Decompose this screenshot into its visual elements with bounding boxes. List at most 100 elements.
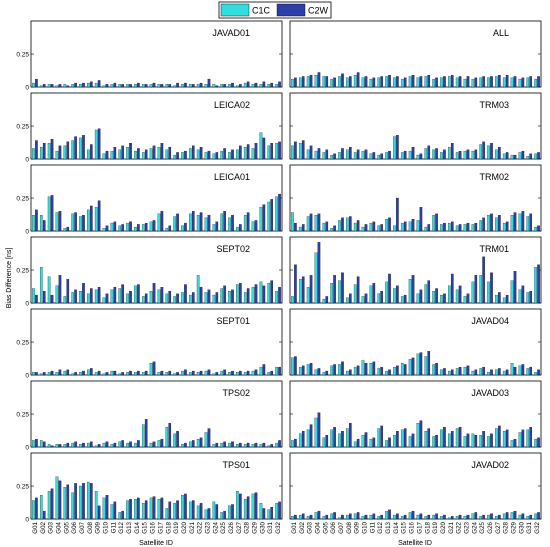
bar-c2w-g10 <box>364 293 368 304</box>
bar-c1c-g20 <box>440 77 443 88</box>
bar-c1c-g04 <box>314 74 318 88</box>
bar-c1c-g13 <box>126 293 129 304</box>
bar-c1c-g16 <box>408 436 412 448</box>
bar-c1c-g21 <box>448 433 451 448</box>
bar-c2w-g05 <box>325 149 329 160</box>
bar-c1c-g19 <box>432 290 435 304</box>
bar-c2w-g02 <box>301 431 305 448</box>
bar-c1c-g24 <box>212 294 216 304</box>
bar-c1c-g23 <box>463 224 467 232</box>
y-tick-label: 0 <box>25 84 29 91</box>
x-tick-label: G28 <box>244 521 251 533</box>
x-tick-label: G32 <box>534 521 541 533</box>
bar-c2w-g18 <box>168 423 172 448</box>
bar-c2w-g25 <box>223 84 226 88</box>
x-tick-label: G12 <box>118 521 125 533</box>
x-tick-label: G07 <box>79 521 86 533</box>
bar-c1c-g26 <box>228 84 231 88</box>
bar-c1c-g12 <box>118 149 122 160</box>
bar-c1c-g10 <box>102 442 106 448</box>
bar-c1c-g11 <box>110 150 114 160</box>
bar-c2w-g28 <box>246 81 250 88</box>
panel-title: JAVAD03 <box>471 388 509 398</box>
bar-c2w-g21 <box>191 211 195 232</box>
bar-c2w-g14 <box>396 76 399 88</box>
bar-c1c-g12 <box>377 225 381 232</box>
bar-c2w-g20 <box>184 82 187 88</box>
bar-c1c-g02 <box>298 226 302 232</box>
bar-c1c-g30 <box>259 132 263 160</box>
bar-c2w-g15 <box>144 293 148 304</box>
bar-c1c-g29 <box>251 493 255 520</box>
panel-title: ALL <box>493 28 509 38</box>
bar-c1c-g30 <box>518 514 522 520</box>
bar-c2w-g25 <box>482 141 485 160</box>
bar-c2w-g08 <box>349 146 352 160</box>
bar-c2w-g10 <box>105 372 109 376</box>
bar-c2w-g15 <box>403 428 407 448</box>
x-tick-label: G15 <box>142 521 149 533</box>
bar-c2w-g03 <box>309 74 313 88</box>
bar-c1c-g21 <box>448 370 451 376</box>
bar-c2w-g25 <box>223 510 226 520</box>
bar-c1c-g03 <box>47 372 51 376</box>
bar-c2w-g05 <box>66 85 70 88</box>
bar-c2w-g09 <box>356 512 360 520</box>
bar-c2w-g05 <box>66 369 70 376</box>
bar-c2w-g08 <box>90 81 93 88</box>
bar-c1c-g18 <box>424 226 428 232</box>
bar-c2w-g07 <box>82 370 85 376</box>
bar-c1c-g12 <box>118 441 122 448</box>
bar-c2w-g21 <box>191 84 195 88</box>
bar-c2w-g08 <box>90 483 93 520</box>
bar-c2w-g08 <box>349 76 352 88</box>
bar-c1c-g32 <box>275 196 278 232</box>
y-axis-label: Bias Difference [ns] <box>6 248 13 309</box>
bar-c1c-g25 <box>479 77 482 88</box>
bar-c2w-g27 <box>239 493 242 520</box>
bar-c2w-g10 <box>105 495 109 520</box>
bar-c2w-g21 <box>450 516 454 520</box>
x-tick-label: G05 <box>322 521 329 533</box>
panel-tps02: 0 0.25 TPS02 <box>16 380 283 451</box>
bar-c1c-g23 <box>463 516 467 520</box>
bar-c1c-g25 <box>220 213 223 232</box>
bar-c1c-g20 <box>181 225 184 232</box>
bar-c2w-g20 <box>184 284 187 304</box>
bar-c2w-g21 <box>191 500 195 520</box>
bar-c1c-g12 <box>118 288 122 304</box>
panel-title: TPS01 <box>222 460 250 470</box>
bar-c1c-g14 <box>393 434 396 448</box>
bar-c2w-g15 <box>144 419 148 448</box>
bar-c2w-g01 <box>35 372 38 376</box>
y-tick-label: 0.25 <box>16 195 29 202</box>
bar-c1c-g03 <box>306 287 310 304</box>
bar-c1c-g18 <box>165 508 169 520</box>
bar-c1c-g32 <box>534 267 537 304</box>
bar-c2w-g14 <box>137 82 140 88</box>
bar-c1c-g27 <box>236 284 239 304</box>
bar-c2w-g32 <box>537 76 540 88</box>
bar-c1c-g21 <box>189 372 192 376</box>
bar-c2w-g24 <box>474 222 478 232</box>
bar-c1c-g15 <box>141 152 145 160</box>
bar-c1c-g19 <box>432 215 435 232</box>
bar-c2w-g07 <box>82 283 85 304</box>
bar-c2w-g22 <box>199 82 203 88</box>
bar-c2w-g24 <box>474 512 478 520</box>
bar-c1c-g11 <box>369 222 373 232</box>
bar-c1c-g26 <box>228 152 231 160</box>
bar-c1c-g15 <box>400 152 404 160</box>
bar-c2w-g03 <box>309 514 313 520</box>
bar-c1c-g04 <box>314 417 318 448</box>
bar-c2w-g25 <box>223 369 226 376</box>
bar-c2w-g26 <box>490 433 493 448</box>
bar-c1c-g19 <box>173 85 176 88</box>
bar-c2w-g31 <box>270 444 274 448</box>
bar-c1c-g25 <box>220 370 223 376</box>
x-tick-label: G24 <box>212 521 219 533</box>
bar-c2w-g13 <box>388 217 391 232</box>
bar-c2w-g31 <box>529 290 533 304</box>
bar-c1c-g23 <box>204 217 208 232</box>
bar-c2w-g20 <box>443 427 446 448</box>
